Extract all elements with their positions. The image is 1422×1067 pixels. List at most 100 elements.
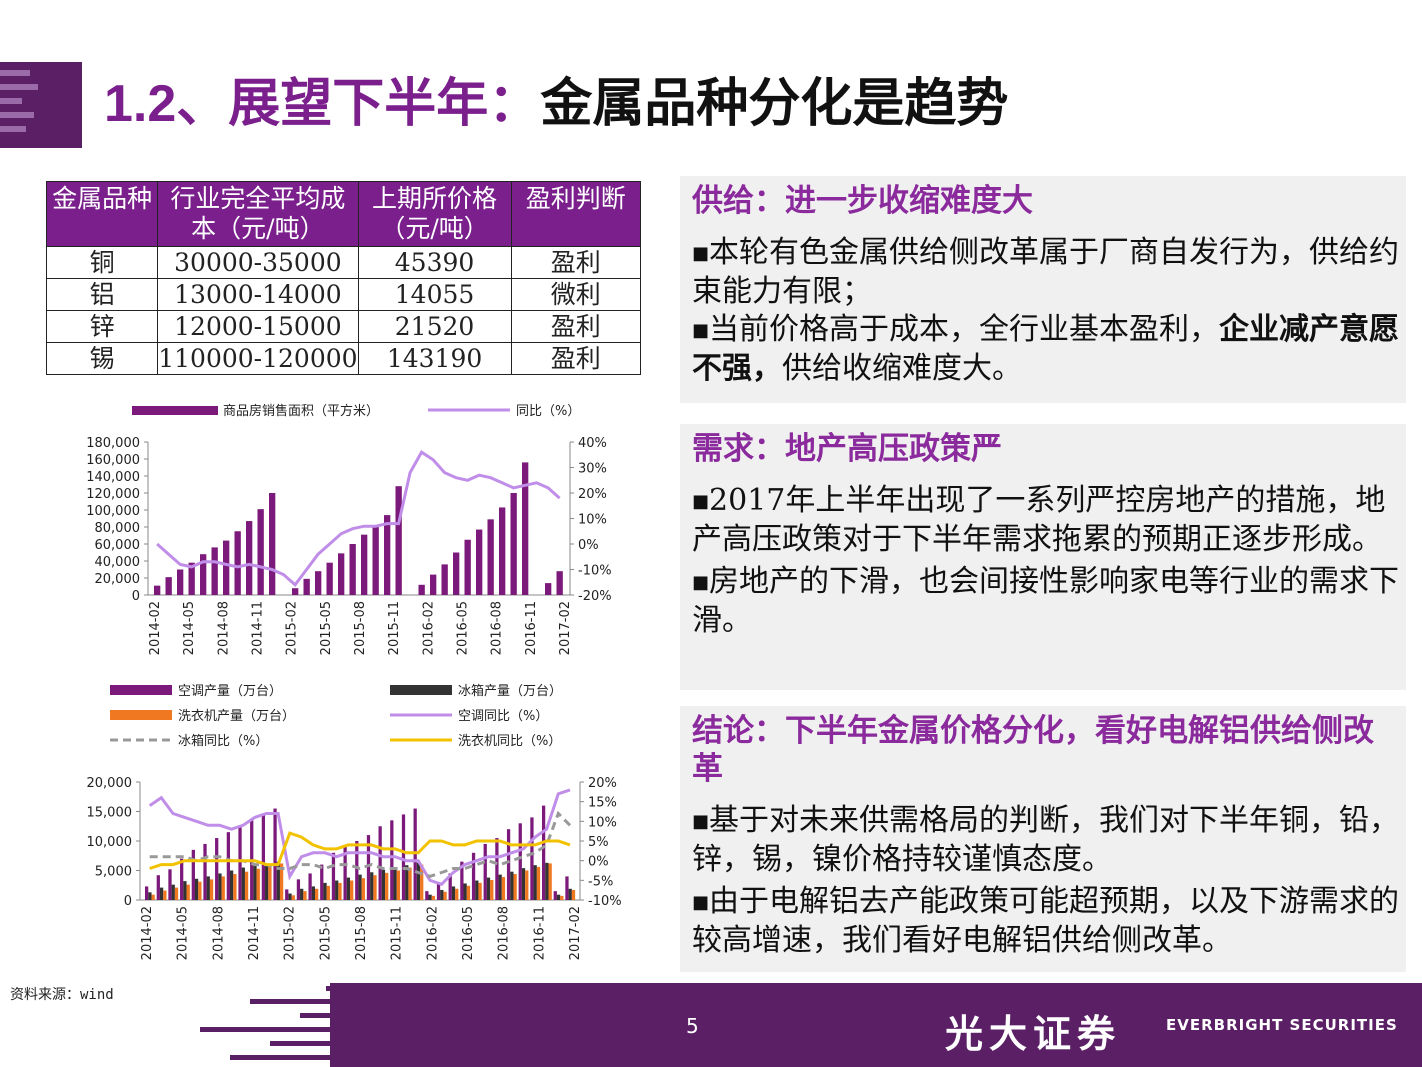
bar-production	[168, 869, 172, 900]
conclusion-point-1: ■基于对未来供需格局的判断，我们对下半年铜，铅，锌，锡，镍价格持较谨慎态度。	[680, 802, 1406, 879]
x-tick-label: 2015-11	[390, 906, 405, 960]
square-bullet-icon: ■	[692, 243, 710, 264]
table-cell: 110000-120000	[157, 342, 359, 375]
right-tick-label: -10%	[588, 894, 622, 909]
x-tick-label: 2017-02	[568, 906, 583, 960]
supply-point-1-text: 本轮有色金属供给侧改革属于厂商自发行为，供给约束能力有限；	[692, 235, 1400, 309]
x-tick-label: 2016-02	[421, 601, 436, 655]
bar-production	[443, 891, 447, 900]
bar-production	[460, 861, 464, 900]
bar-sales	[292, 588, 299, 595]
square-bullet-icon: ■	[692, 892, 710, 913]
bar-production	[288, 893, 292, 900]
table-header-cell: 上期所价格（元/吨）	[357, 181, 512, 247]
x-tick-label: 2014-11	[247, 906, 262, 960]
x-tick-label: 2016-05	[461, 906, 476, 960]
table-cell: 盈利	[510, 342, 642, 375]
bar-sales	[349, 544, 356, 595]
right-tick-label: 20%	[578, 487, 607, 502]
right-tick-label: 5%	[588, 835, 609, 850]
bar-sales	[177, 569, 184, 595]
x-tick-label: 2017-02	[558, 601, 573, 655]
bar-sales	[441, 564, 448, 595]
bar-production	[350, 880, 354, 900]
left-tick-label: 120,000	[86, 487, 140, 502]
bar-production	[425, 891, 429, 900]
bar-production	[431, 895, 436, 900]
table-cell: 30000-35000	[157, 246, 359, 279]
bar-production	[568, 888, 572, 900]
bar-production	[571, 889, 576, 900]
page-title: 1.2、展望下半年：金属品种分化是趋势	[104, 66, 1008, 142]
bar-sales	[372, 525, 379, 595]
legend-swatch-bar	[110, 710, 172, 720]
table-cell: 14055	[357, 278, 512, 311]
bar-production	[346, 877, 351, 900]
bar-production	[241, 867, 245, 900]
bar-production	[390, 820, 394, 900]
bar-production	[314, 888, 319, 900]
bar-production	[268, 866, 272, 900]
bar-production	[229, 870, 234, 900]
bar-sales	[418, 584, 425, 595]
bar-production	[408, 867, 412, 900]
bar-sales	[246, 521, 253, 595]
bar-sales	[545, 583, 552, 595]
bar-production	[420, 864, 424, 900]
conclusion-point-1-text: 基于对未来供需格局的判断，我们对下半年铜，铅，锌，锡，镍价格持较谨慎态度。	[692, 803, 1400, 877]
bar-production	[194, 878, 199, 900]
supply-point-2-text: 当前价格高于成本，全行业基本盈利，	[709, 312, 1220, 347]
legend-swatch-bar	[390, 685, 452, 695]
table-cell: 21520	[357, 310, 512, 343]
x-tick-label: 2015-08	[354, 906, 369, 960]
demand-point-2: ■房地产的下滑，也会间接性影响家电等行业的需求下滑。	[680, 563, 1406, 640]
bar-production	[483, 843, 487, 900]
bar-production	[338, 882, 342, 900]
x-tick-label: 2015-02	[285, 601, 300, 655]
bar-production	[323, 882, 327, 900]
left-tick-label: 0	[132, 589, 140, 604]
left-tick-label: 0	[124, 894, 132, 909]
legend-label: 冰箱产量（万台）	[458, 683, 562, 699]
bar-production	[276, 861, 280, 900]
legend-label: 商品房销售面积（平方米）	[223, 403, 379, 419]
table-cell: 12000-15000	[157, 310, 359, 343]
x-tick-label: 2015-05	[319, 601, 334, 655]
table-cell: 143190	[357, 342, 512, 375]
left-tick-label: 10,000	[87, 835, 133, 850]
logo-stripes-icon	[0, 70, 38, 132]
bar-production	[145, 886, 149, 900]
demand-point-1-text: 2017年上半年出现了一系列严控房地产的措施，地产高压政策对于下半年需求拖累的预…	[692, 483, 1386, 557]
bar-production	[279, 863, 284, 900]
supply-point-1: ■本轮有色金属供给侧改革属于厂商自发行为，供给约束能力有限；	[680, 234, 1406, 311]
x-tick-label: 2016-08	[490, 601, 505, 655]
bar-sales	[315, 571, 322, 595]
bar-production	[545, 862, 549, 900]
page-number: 5	[686, 1014, 699, 1038]
bar-production	[159, 887, 164, 900]
demand-point-2-text: 房地产的下滑，也会间接性影响家电等行业的需求下滑。	[692, 564, 1400, 638]
bar-sales	[510, 493, 517, 595]
legend-label: 空调产量（万台）	[178, 684, 282, 699]
housing-sales-chart: 商品房销售面积（平方米） 同比（%） 180,000 160,000 140,000 12…	[86, 403, 611, 655]
bar-production	[285, 889, 289, 900]
bar-sales	[499, 507, 506, 595]
left-tick-label: 180,000	[86, 436, 140, 451]
metal-cost-table: 金属品种 行业完全平均成本（元/吨） 上期所价格（元/吨） 盈利判断 铜 300…	[45, 181, 642, 375]
bar-production	[366, 835, 371, 900]
footer-stripe	[326, 986, 336, 991]
bar-production	[373, 875, 377, 900]
demand-panel: 需求：地产高压政策严 ■2017年上半年出现了一系列严控房地产的措施，地产高压政…	[680, 424, 1406, 690]
bar-sales	[338, 553, 345, 595]
conclusion-point-2-text: 由于电解铝去产能政策可能超预期，以及下游需求的较高增速，我们看好电解铝供给侧改革…	[692, 884, 1400, 958]
bar-production	[525, 870, 529, 900]
conclusion-point-2: ■由于电解铝去产能政策可能超预期，以及下游需求的较高增速，我们看好电解铝供给侧改…	[680, 883, 1406, 960]
bar-production	[303, 891, 307, 900]
footer-stripe	[230, 1055, 336, 1060]
bar-production	[370, 872, 374, 900]
title-black-part: 金属品种分化是趋势	[540, 75, 1009, 133]
bar-production	[320, 864, 324, 900]
footer-decoration	[0, 983, 336, 1067]
left-tick-label: 160,000	[86, 453, 140, 468]
bar-sales	[476, 529, 483, 595]
